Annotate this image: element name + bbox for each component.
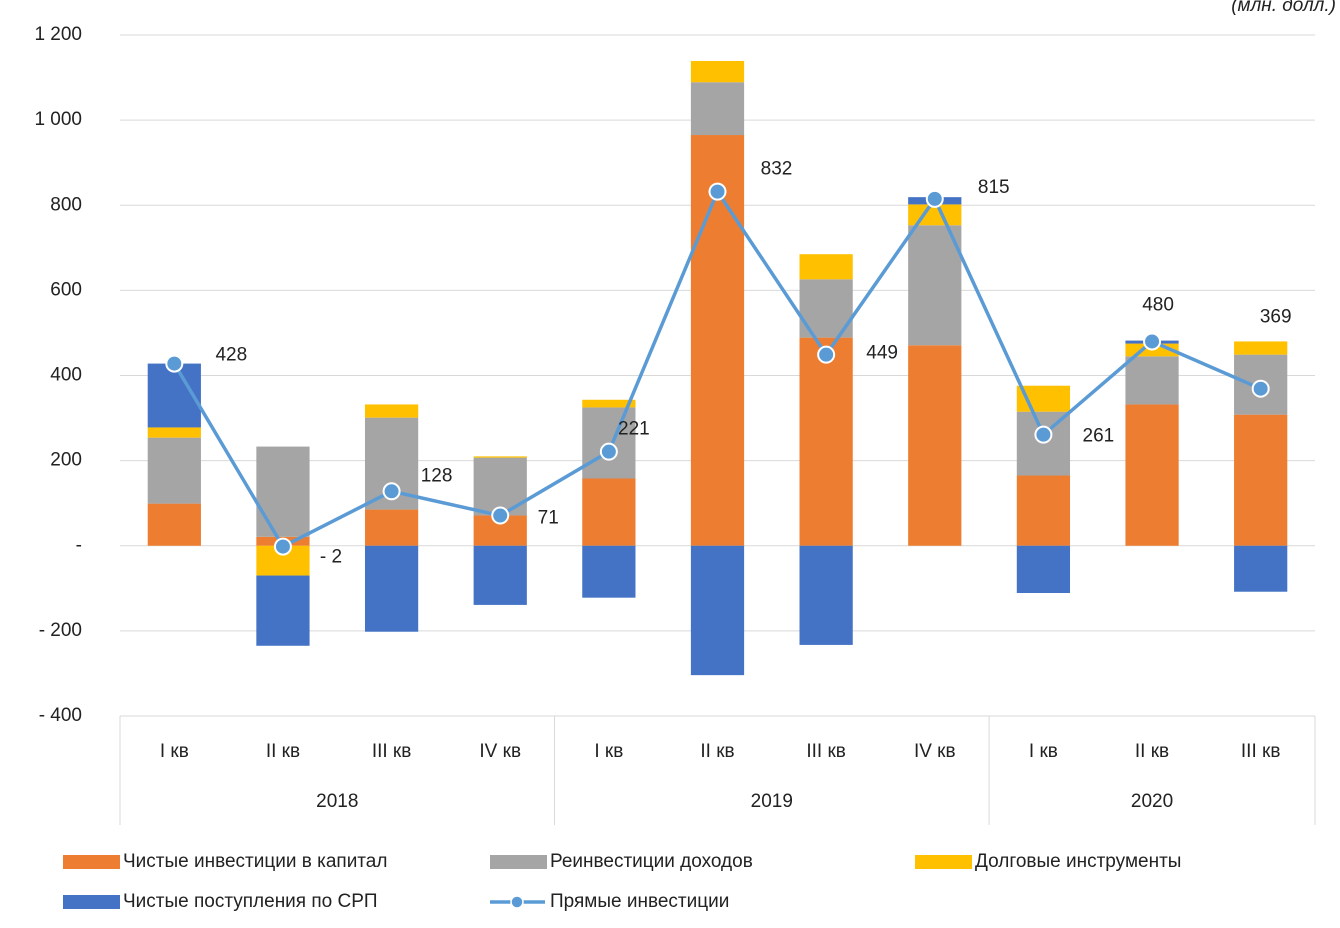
data-label: 369 xyxy=(1260,307,1292,328)
y-tick-label: 1 200 xyxy=(34,24,82,45)
y-tick-label: - 400 xyxy=(39,705,82,726)
bar-segment xyxy=(1234,414,1288,546)
data-label: 832 xyxy=(761,159,793,180)
bar-segment xyxy=(690,545,745,676)
x-tick-label: III кв xyxy=(806,741,846,762)
data-label: 128 xyxy=(421,465,453,486)
bar-segment xyxy=(1016,385,1071,412)
data-label: - 2 xyxy=(320,547,342,568)
line-marker xyxy=(708,182,727,201)
legend-label: Прямые инвестиции xyxy=(550,891,729,912)
line-marker xyxy=(1143,332,1162,351)
y-tick-label: 600 xyxy=(50,279,82,300)
group-label: 2020 xyxy=(1131,791,1173,812)
bar-segment xyxy=(473,545,527,605)
bar-segment xyxy=(1234,341,1288,355)
bar-segment xyxy=(1125,404,1179,546)
bar-segment xyxy=(364,404,419,418)
group-label: 2019 xyxy=(751,791,793,812)
bar-segment xyxy=(690,60,745,83)
line-marker xyxy=(382,482,401,501)
bar-segment xyxy=(1125,356,1179,405)
bar-segment xyxy=(799,337,853,546)
bar-segment xyxy=(1234,545,1288,592)
x-tick-label: IV кв xyxy=(479,741,521,762)
legend-label: Чистые инвестиции в капитал xyxy=(123,851,387,872)
bar-segment xyxy=(147,427,201,438)
data-label: 815 xyxy=(978,177,1010,198)
line-marker xyxy=(599,442,618,461)
legend-swatch xyxy=(63,855,120,869)
unit-note: (млн. долл.) xyxy=(1231,0,1336,16)
data-label: 221 xyxy=(618,419,650,440)
bar-segment xyxy=(690,135,745,546)
data-label: 71 xyxy=(538,508,559,529)
line-marker xyxy=(817,345,836,364)
group-label: 2018 xyxy=(316,791,358,812)
y-tick-label: - 200 xyxy=(39,620,82,641)
bar-segment xyxy=(1016,545,1071,593)
y-tick-label: - xyxy=(76,535,82,556)
bar-segment xyxy=(256,446,310,537)
x-tick-label: I кв xyxy=(594,741,623,762)
line-marker xyxy=(1251,379,1270,398)
bar-segment xyxy=(364,509,419,546)
data-label: 449 xyxy=(866,343,898,364)
y-tick-label: 800 xyxy=(50,194,82,215)
legend-label: Реинвестиции доходов xyxy=(550,851,753,872)
bar-segment xyxy=(799,254,853,280)
bar-segment xyxy=(582,545,636,598)
line-marker xyxy=(273,537,292,556)
bar-segment xyxy=(256,575,310,646)
x-tick-label: III кв xyxy=(372,741,412,762)
legend-label: Долговые инструменты xyxy=(975,851,1181,872)
legend-label: Чистые поступления по СРП xyxy=(123,891,378,912)
y-tick-label: 200 xyxy=(50,450,82,471)
data-label: 261 xyxy=(1083,426,1115,447)
x-tick-label: IV кв xyxy=(914,741,956,762)
x-tick-label: II кв xyxy=(1135,741,1169,762)
line-marker xyxy=(165,354,184,373)
bar-segment xyxy=(364,545,419,632)
legend-swatch xyxy=(915,855,972,869)
bar-segment xyxy=(473,456,527,458)
bar-segment xyxy=(799,545,853,645)
y-tick-label: 400 xyxy=(50,365,82,386)
bar-segment xyxy=(582,478,636,546)
x-tick-label: III кв xyxy=(1241,741,1281,762)
bar-segment xyxy=(908,345,962,546)
bar-segment xyxy=(147,437,201,504)
line-marker xyxy=(1034,425,1053,444)
x-tick-label: I кв xyxy=(160,741,189,762)
legend-marker xyxy=(510,895,524,909)
bar-segment xyxy=(582,399,636,408)
line-marker xyxy=(491,506,510,525)
x-tick-label: II кв xyxy=(700,741,734,762)
bar-segment xyxy=(147,503,201,546)
data-label: 428 xyxy=(215,345,247,366)
bar-segment xyxy=(908,225,962,346)
legend-swatch xyxy=(490,855,547,869)
data-label: 480 xyxy=(1142,294,1174,315)
line-marker xyxy=(925,189,944,208)
x-tick-label: II кв xyxy=(266,741,300,762)
y-tick-label: 1 000 xyxy=(34,109,82,130)
legend-swatch xyxy=(63,895,120,909)
x-tick-label: I кв xyxy=(1029,741,1058,762)
bar-segment xyxy=(690,82,745,136)
bar-segment xyxy=(1016,475,1071,546)
